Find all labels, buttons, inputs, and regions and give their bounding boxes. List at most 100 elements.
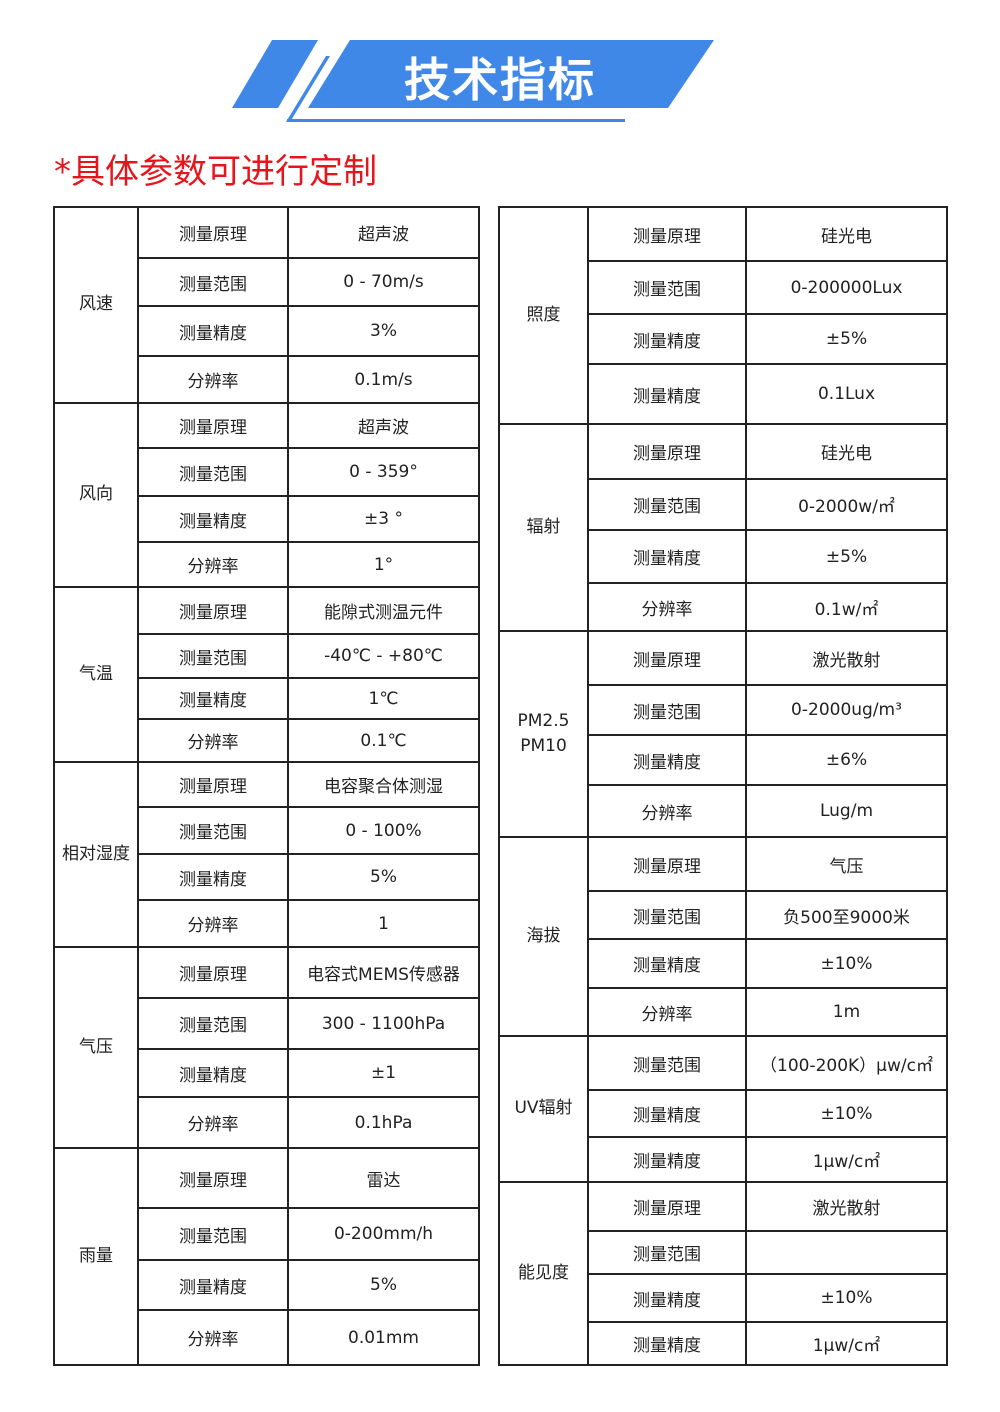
table-row: PM2.5 PM10 测量原理 激光散射 [498,630,948,838]
spec-label: 测量原理 [587,1181,747,1232]
parameter-group: 照度 [498,206,589,425]
spec-value: 电容聚合体测湿 [287,761,480,808]
spec-value: 硅光电 [745,423,948,480]
table-row: 测量范围 0 - 359° [54,447,480,497]
table-row: 风向 测量原理 超声波 [53,402,480,588]
table-row: 测量精度 0.1Lux [499,363,948,425]
table-row: 测量精度 1℃ [54,677,480,720]
table-row: 能见度 测量原理 激光散射 [498,1181,948,1366]
spec-label: 测量范围 [587,260,747,315]
table-row: 测量范围 0-200000Lux [499,260,948,315]
table-row: 测量范围 0-2000w/㎡ [499,478,948,531]
spec-value: 1 [287,899,480,948]
page-title: 技术指标 [404,53,596,107]
spec-table-right: 照度 测量原理 硅光电 测量范围 0-200000Lux 测量精度 ±5% 测量精度 0.1Lu… [498,206,948,1366]
parameter-group: 相对湿度 [53,761,139,948]
spec-label: 测量原理 [587,630,747,686]
spec-value: ±10% [745,1273,948,1323]
table-row: 测量范围 0 - 100% [54,806,480,855]
table-row: 测量精度 1μw/c㎡ [499,1136,948,1183]
spec-label: 分辨率 [137,1309,289,1366]
spec-value: 超声波 [287,402,480,449]
spec-value: 0.1w/㎡ [745,582,948,632]
spec-value: 1m [745,987,948,1037]
table-row: 测量范围 300 - 1100hPa [54,997,480,1050]
table-row: 相对湿度 测量原理 电容聚合体测湿 [53,761,480,948]
parameter-group: 能见度 [498,1181,589,1366]
title-banner: 技术指标 [0,0,1000,130]
parameter-group: PM2.5 PM10 [498,630,589,838]
spec-value: 0.01mm [287,1309,480,1366]
spec-label: 测量范围 [137,633,289,679]
spec-value: 电容式MEMS传感器 [287,946,480,999]
table-row: 海拔 测量原理 气压 [498,836,948,1037]
spec-value: 0.1℃ [287,718,480,763]
spec-label: 测量原理 [137,946,289,999]
parameter-group: 海拔 [498,836,589,1037]
spec-value: 激光散射 [745,1181,948,1232]
parameter-group: 雨量 [53,1147,139,1366]
spec-label: 测量精度 [587,938,747,989]
spec-label: 测量原理 [137,206,289,259]
spec-value: 能隙式测温元件 [287,586,480,635]
spec-label: 测量范围 [137,447,289,497]
table-row: 分辨率 0.1℃ [54,718,480,763]
table-row: 分辨率 0.1hPa [54,1096,480,1149]
customization-note: *具体参数可进行定制 [54,152,377,192]
spec-value: 1μw/c㎡ [745,1136,948,1183]
spec-label: 测量原理 [137,1147,289,1209]
spec-label: 测量原理 [587,206,747,262]
spec-value: -40℃ - +80℃ [287,633,480,679]
spec-label: 测量原理 [137,761,289,808]
spec-value: ±6% [745,734,948,786]
table-row: 测量精度 ±6% [499,734,948,786]
spec-label: 测量精度 [137,853,289,901]
spec-label: 测量范围 [137,997,289,1050]
parameter-group: 风向 [53,402,139,588]
spec-value: 激光散射 [745,630,948,686]
spec-label: 测量范围 [587,1230,747,1275]
spec-label: 分辨率 [137,541,289,588]
spec-value [745,1230,948,1275]
spec-label: 测量范围 [587,478,747,531]
table-row: 测量精度 5% [54,1259,480,1311]
table-row: 测量范围 -40℃ - +80℃ [54,633,480,679]
table-row: 测量范围 0 - 70m/s [54,257,480,307]
spec-label: 测量精度 [587,363,747,425]
spec-label: 测量范围 [137,1207,289,1261]
spec-value: 1μw/c㎡ [745,1321,948,1366]
spec-value: （100-200K）μw/c㎡ [745,1035,948,1091]
spec-value: ±3 ° [287,495,480,543]
table-row: 测量精度 ±10% [499,1273,948,1323]
spec-label: 测量精度 [587,1089,747,1138]
spec-value: 300 - 1100hPa [287,997,480,1050]
spec-value: 0-200000Lux [745,260,948,315]
spec-label: 分辨率 [587,987,747,1037]
spec-label: 测量精度 [137,495,289,543]
spec-value: 5% [287,853,480,901]
spec-table-left: 风速 测量原理 超声波 测量范围 0 - 70m/s 测量精度 3% 分辨率 0.1m/s 风向测… [53,206,480,1366]
table-row: 分辨率 1° [54,541,480,588]
table-row: 分辨率 0.1w/㎡ [499,582,948,632]
spec-value: 0.1hPa [287,1096,480,1149]
spec-value: 0-2000w/㎡ [745,478,948,531]
parameter-group: 气压 [53,946,139,1149]
table-row: 气温 测量原理 能隙式测温元件 [53,586,480,763]
table-row: 分辨率 0.01mm [54,1309,480,1366]
spec-value: 1° [287,541,480,588]
spec-label: 测量精度 [137,677,289,720]
spec-value: 雷达 [287,1147,480,1209]
table-row: 分辨率 0.1m/s [54,355,480,404]
parameter-group: 气温 [53,586,139,763]
spec-label: 测量原理 [587,836,747,892]
table-row: 测量范围 [499,1230,948,1275]
spec-label: 测量范围 [587,890,747,940]
table-row: 测量范围 0-2000ug/m³ [499,684,948,736]
table-row: 分辨率 Lug/m [499,784,948,838]
spec-value: 0.1Lux [745,363,948,425]
spec-value: 0 - 100% [287,806,480,855]
table-row: 分辨率 1 [54,899,480,948]
spec-value: ±1 [287,1048,480,1098]
spec-value: 0-2000ug/m³ [745,684,948,736]
spec-value: 1℃ [287,677,480,720]
